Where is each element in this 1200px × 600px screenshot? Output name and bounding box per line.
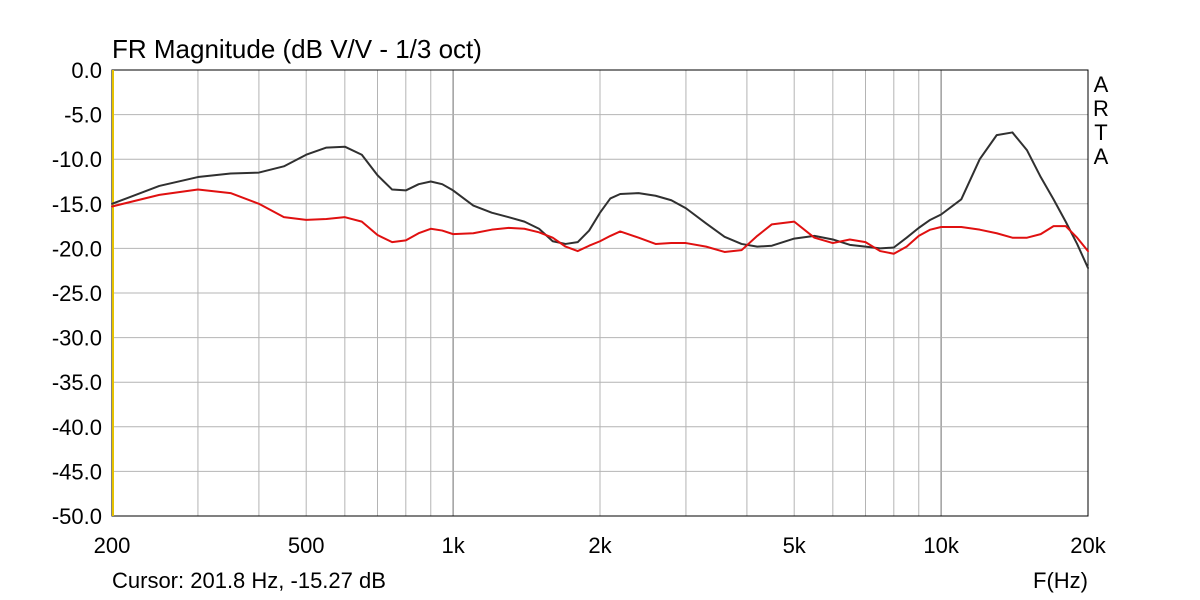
y-tick-label: -40.0 xyxy=(52,415,102,440)
brand-letter: R xyxy=(1093,96,1109,121)
series-line-1 xyxy=(111,131,1089,270)
y-tick-label: -30.0 xyxy=(52,326,102,351)
series-layer xyxy=(111,131,1089,270)
x-tick-label: 5k xyxy=(783,533,807,558)
y-tick-label: -20.0 xyxy=(52,236,102,261)
y-tick-label: -25.0 xyxy=(52,281,102,306)
brand-letter: T xyxy=(1094,120,1107,145)
grid xyxy=(112,70,1088,516)
x-tick-label: 10k xyxy=(923,533,959,558)
cursor-readout: Cursor: 201.8 Hz, -15.27 dB xyxy=(112,568,386,593)
x-axis-label: F(Hz) xyxy=(1033,568,1088,593)
brand-letter: A xyxy=(1094,144,1109,169)
chart-title: FR Magnitude (dB V/V - 1/3 oct) xyxy=(112,34,482,64)
y-tick-label: -35.0 xyxy=(52,370,102,395)
y-tick-label: -45.0 xyxy=(52,459,102,484)
series-line-2 xyxy=(111,188,1089,255)
x-tick-label: 500 xyxy=(288,533,325,558)
y-tick-labels: 0.0 -5.0 -10.0 -15.0 -20.0 -25.0 -30.0 -35.0 -40… xyxy=(52,58,102,529)
brand-letter: A xyxy=(1094,72,1109,97)
x-tick-label: 2k xyxy=(588,533,612,558)
y-tick-label: 0.0 xyxy=(71,58,102,83)
y-tick-label: -15.0 xyxy=(52,192,102,217)
y-tick-label: -5.0 xyxy=(64,103,102,128)
x-tick-label: 20k xyxy=(1070,533,1106,558)
y-tick-label: -10.0 xyxy=(52,147,102,172)
x-tick-labels: 200 500 1k 2k 5k 10k 20k xyxy=(94,533,1107,558)
x-tick-label: 200 xyxy=(94,533,131,558)
y-tick-label: -50.0 xyxy=(52,504,102,529)
x-tick-label: 1k xyxy=(441,533,465,558)
